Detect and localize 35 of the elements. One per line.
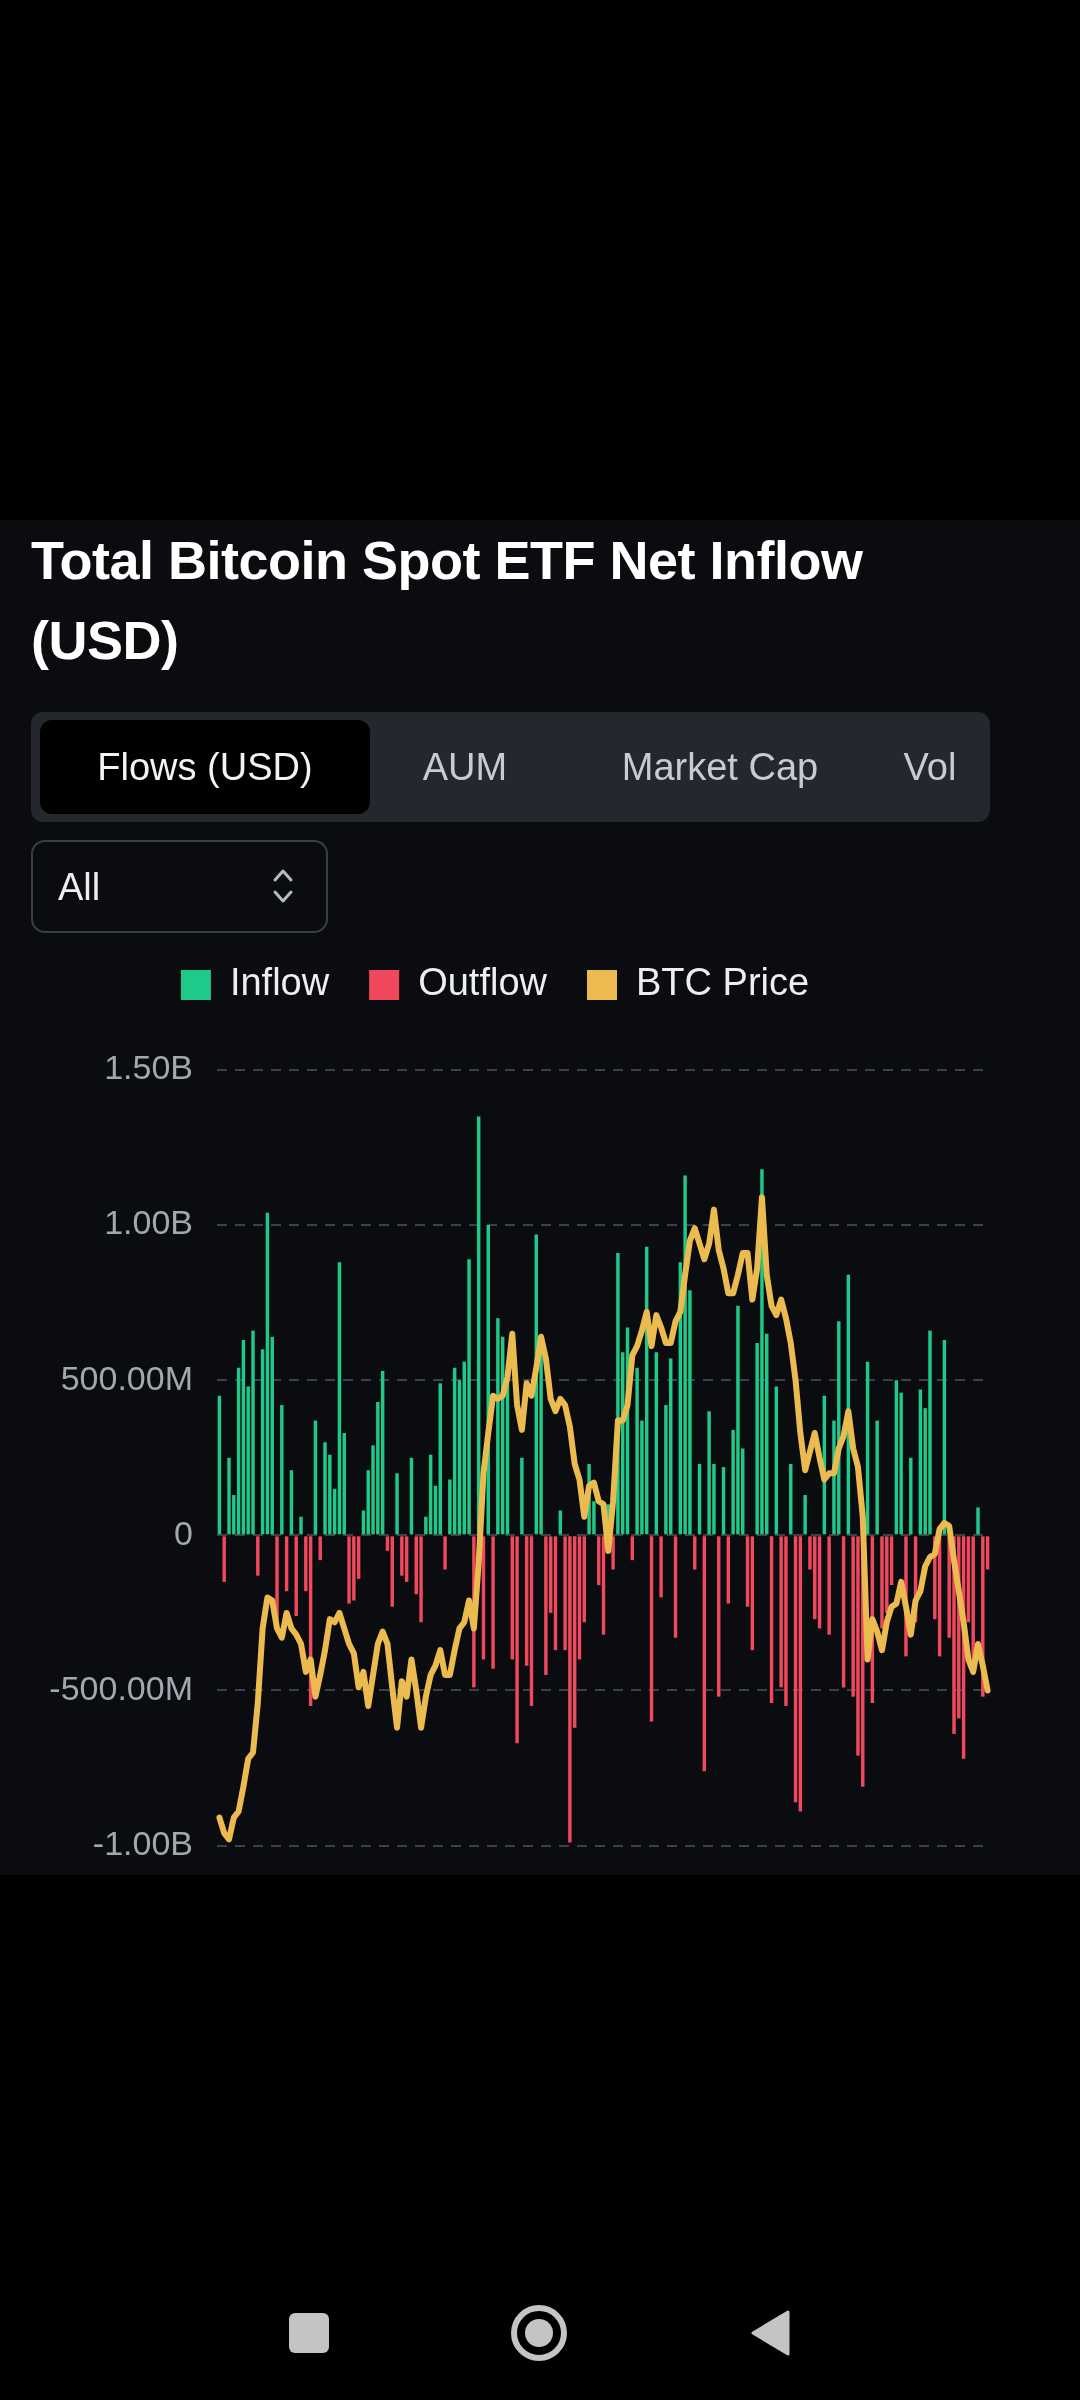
- y-tick-label: 1.50B: [104, 1048, 193, 1087]
- y-tick-label: -500.00M: [49, 1668, 193, 1707]
- bar: [256, 1536, 260, 1576]
- legend-label: BTC Price: [635, 961, 810, 1004]
- bar: [222, 1536, 226, 1582]
- bar: [496, 1318, 500, 1535]
- legend-label: Inflow: [229, 961, 330, 1004]
- y-tick-label: -1.00B: [92, 1823, 193, 1862]
- bar: [520, 1457, 524, 1535]
- bar: [827, 1536, 831, 1635]
- bar: [443, 1536, 447, 1570]
- bar: [318, 1536, 322, 1561]
- y-tick-label: 0: [174, 1513, 193, 1552]
- bar: [299, 1516, 303, 1535]
- bar: [659, 1536, 663, 1598]
- bar: [280, 1405, 284, 1535]
- bar: [385, 1536, 390, 1551]
- bar: [294, 1536, 298, 1617]
- y-tick-label: 500.00M: [60, 1358, 193, 1397]
- dropdown-field: All: [31, 840, 328, 933]
- bar: [976, 1507, 980, 1535]
- bar: [515, 1536, 519, 1744]
- bar: [875, 1420, 879, 1535]
- y-tick-label: 1.00B: [104, 1203, 193, 1242]
- bar: [491, 1536, 495, 1669]
- legend-label: Outflow: [418, 961, 548, 1004]
- bar: [909, 1457, 913, 1535]
- tab: Flows (USD): [40, 720, 370, 814]
- bar: [395, 1473, 399, 1535]
- bar: [467, 1259, 471, 1535]
- tab-bar: Flows (USD) AUM Market Cap Vol: [31, 712, 990, 822]
- bar: [803, 1495, 807, 1535]
- chart-title: Total Bitcoin Spot ETF Net Inflow (USD): [31, 529, 864, 672]
- bar: [419, 1536, 423, 1623]
- bar: [544, 1536, 548, 1675]
